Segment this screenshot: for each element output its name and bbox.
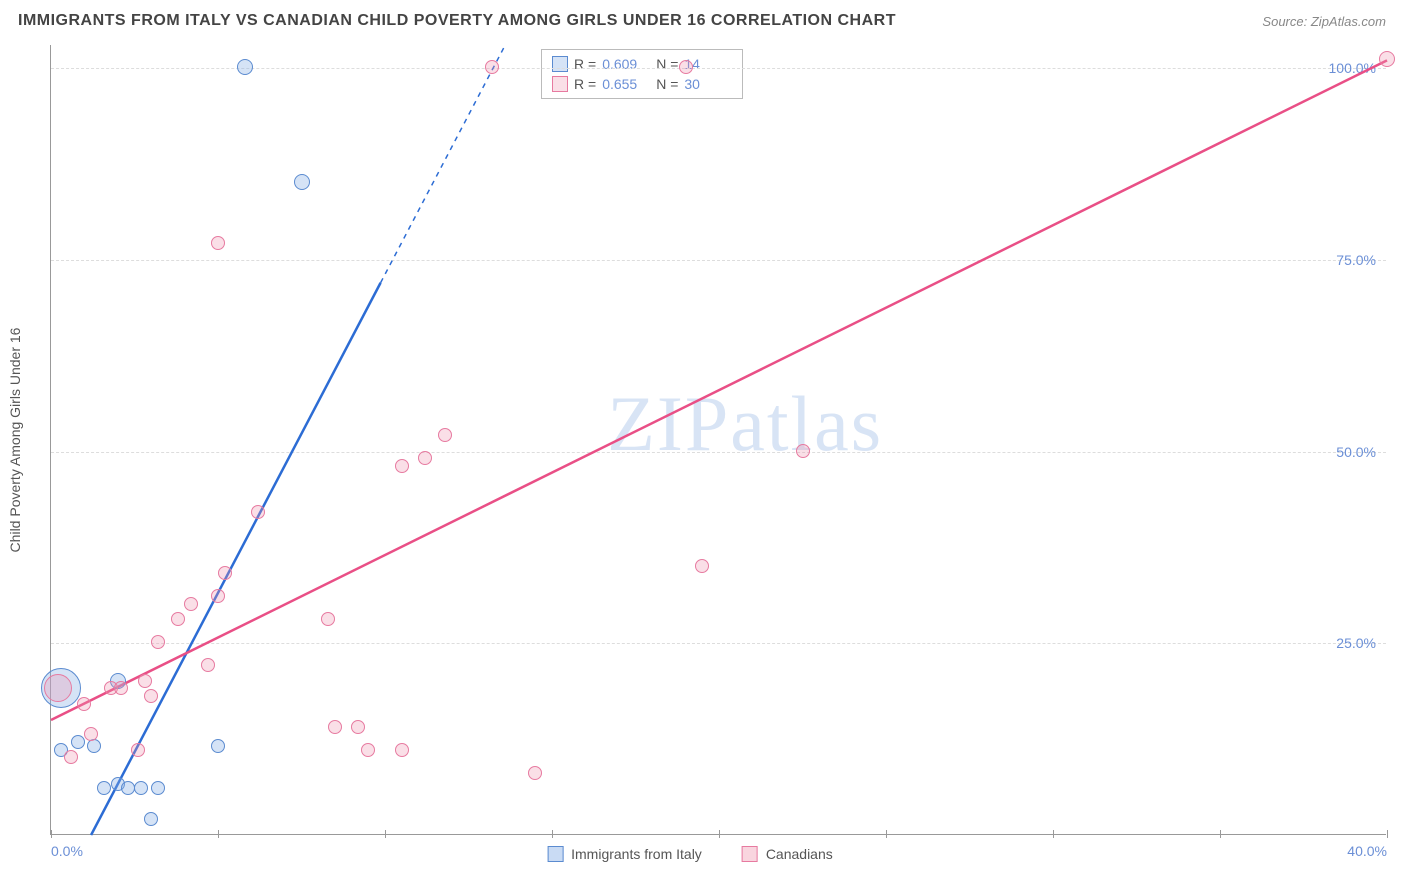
scatter-point	[695, 559, 709, 573]
scatter-point	[351, 720, 365, 734]
legend-series-label: Immigrants from Italy	[571, 846, 702, 862]
scatter-point	[211, 739, 225, 753]
x-tick-label: 40.0%	[1347, 843, 1387, 859]
scatter-point	[321, 612, 335, 626]
x-tick-mark	[1387, 830, 1388, 838]
scatter-point	[294, 174, 310, 190]
scatter-point	[201, 658, 215, 672]
scatter-point	[237, 59, 253, 75]
scatter-point	[151, 635, 165, 649]
scatter-point	[328, 720, 342, 734]
scatter-point	[64, 750, 78, 764]
chart-header: IMMIGRANTS FROM ITALY VS CANADIAN CHILD …	[0, 0, 1406, 38]
legend-series-label: Canadians	[766, 846, 833, 862]
scatter-point	[171, 612, 185, 626]
scatter-point	[211, 236, 225, 250]
scatter-point	[71, 735, 85, 749]
scatter-point	[134, 781, 148, 795]
scatter-point	[418, 451, 432, 465]
chart-area: Child Poverty Among Girls Under 16 ZIPat…	[50, 45, 1386, 835]
trend-line-dashed	[381, 45, 506, 283]
scatter-point	[528, 766, 542, 780]
scatter-point	[131, 743, 145, 757]
scatter-point	[151, 781, 165, 795]
legend-series-item: Canadians	[742, 846, 833, 862]
scatter-point	[395, 459, 409, 473]
scatter-point	[395, 743, 409, 757]
scatter-point	[438, 428, 452, 442]
scatter-point	[84, 727, 98, 741]
scatter-point	[211, 589, 225, 603]
scatter-point	[114, 681, 128, 695]
x-tick-label: 0.0%	[51, 843, 83, 859]
legend-swatch	[742, 846, 758, 862]
scatter-point	[138, 674, 152, 688]
plot-region: ZIPatlas R =0.609N =14R =0.655N =30 Immi…	[50, 45, 1386, 835]
trend-lines-svg	[51, 45, 1387, 835]
legend-series-item: Immigrants from Italy	[547, 846, 702, 862]
scatter-point	[796, 444, 810, 458]
scatter-point	[97, 781, 111, 795]
scatter-point	[144, 812, 158, 826]
trend-line	[51, 60, 1387, 720]
legend-swatch	[547, 846, 563, 862]
scatter-point	[361, 743, 375, 757]
scatter-point	[485, 60, 499, 74]
scatter-point	[1379, 51, 1395, 67]
chart-title: IMMIGRANTS FROM ITALY VS CANADIAN CHILD …	[18, 12, 896, 30]
chart-source: Source: ZipAtlas.com	[1262, 14, 1386, 29]
legend-series: Immigrants from Italy Canadians	[547, 846, 833, 862]
scatter-point	[77, 697, 91, 711]
scatter-point	[121, 781, 135, 795]
scatter-point	[679, 60, 693, 74]
scatter-point	[184, 597, 198, 611]
scatter-point	[218, 566, 232, 580]
y-axis-label: Child Poverty Among Girls Under 16	[7, 328, 23, 553]
scatter-point	[144, 689, 158, 703]
scatter-point	[44, 674, 72, 702]
scatter-point	[251, 505, 265, 519]
